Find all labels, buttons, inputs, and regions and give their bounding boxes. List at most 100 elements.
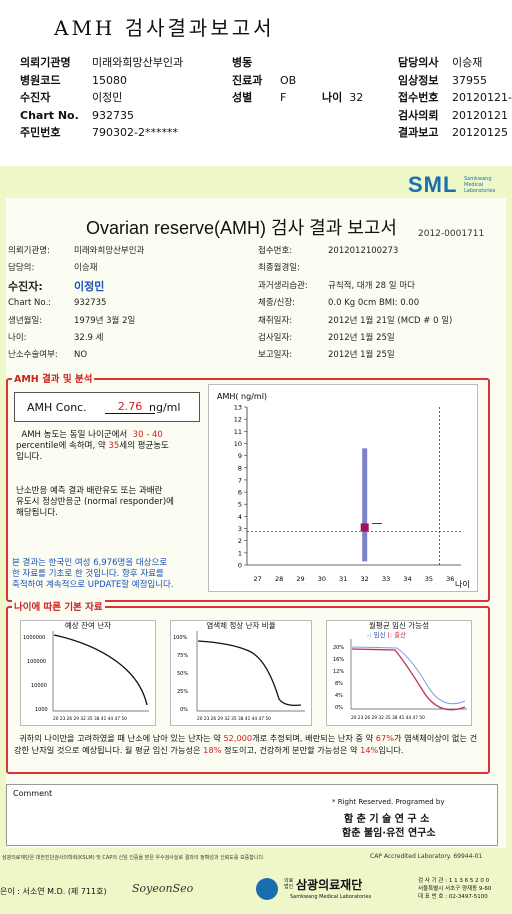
signature: SoyeonSeo bbox=[132, 882, 194, 895]
data-basis-note: 본 결과는 한국인 여성 6,976명을 대상으로 한 자료를 기초로 한 것입… bbox=[12, 558, 174, 590]
y-tick-label: 1 bbox=[238, 549, 242, 557]
patient-point bbox=[360, 523, 369, 532]
amh-percentile-text: AMH 농도는 동일 나이군에서 30 - 40 percentile에 속하며… bbox=[16, 430, 169, 462]
svg-text:4%: 4% bbox=[335, 693, 343, 699]
mini-chart-monthly-pregnancy: 월평균 임신 가능성 -: 임신 |: 출산 20% 16% 12% 8% 4%… bbox=[326, 620, 472, 726]
header-field: 결과보고 20120125 bbox=[398, 126, 508, 139]
comment-box: Comment bbox=[6, 784, 498, 846]
org-contact: 검 사 기 관 : 1 1 3 6 5 2 0 0 서울특별시 서초구 양재동 9… bbox=[418, 878, 492, 900]
comment-label: Comment bbox=[13, 789, 53, 798]
x-tick-label: 30 bbox=[318, 575, 326, 583]
svg-text:10000: 10000 bbox=[31, 683, 47, 689]
y-tick-label: 8 bbox=[238, 464, 242, 472]
amh-value: 2.76 bbox=[105, 400, 155, 414]
x-tick-label: 36 bbox=[446, 575, 454, 583]
x-tick-label: 33 bbox=[382, 575, 390, 583]
svg-text:25%: 25% bbox=[177, 689, 188, 695]
sml-logo-subtitle: Samkwang Medical Laboratories bbox=[464, 176, 496, 194]
y-tick-label: 0 bbox=[238, 562, 242, 570]
footer-accreditation: 삼광의료재단은 대한진단검사의학회(KSLM) 및 CAP의 신임 인증을 받은… bbox=[2, 855, 265, 861]
header-field: 임상정보 37955 bbox=[398, 73, 487, 87]
footer-cap: CAP Accredited Laboratory. 69944-01 bbox=[370, 853, 483, 860]
x-tick-label: 34 bbox=[403, 575, 411, 583]
header-field: 병원코드 15080 bbox=[20, 73, 127, 87]
svg-text:75%: 75% bbox=[177, 653, 188, 659]
age-reference-section bbox=[6, 606, 490, 774]
org-type: 의료법인 bbox=[284, 878, 294, 890]
org-name: 삼광의료재단 bbox=[296, 878, 363, 892]
institute-line-1: 함 춘 기 술 연 구 소 bbox=[344, 814, 430, 825]
svg-text:1000: 1000 bbox=[35, 707, 48, 713]
header-left-block: 의뢰기관명 미래와희망산부인과 병원코드 15080 수진자 이정민 Chart No… bbox=[20, 54, 183, 142]
org-name-en: Samkwang Medical Laboratories bbox=[290, 894, 372, 900]
svg-text:1000000: 1000000 bbox=[23, 635, 45, 641]
svg-text:20 23 26 29 32 35 38 41 44 47: 20 23 26 29 32 35 38 41 44 47 50 bbox=[53, 716, 127, 722]
x-tick-label: 35 bbox=[425, 575, 433, 583]
x-tick-label: 32 bbox=[361, 575, 369, 583]
amh-range-bar bbox=[362, 448, 368, 562]
svg-text:16%: 16% bbox=[333, 657, 344, 663]
svg-text:0%: 0% bbox=[180, 707, 188, 713]
svg-text:20%: 20% bbox=[333, 645, 344, 651]
svg-text:100000: 100000 bbox=[27, 659, 46, 665]
ovarian-response-text: 난소반응 예측 결과 배란유도 또는 과배란 유도시 정상반응군 (normal… bbox=[16, 486, 174, 518]
patient-info-right: 접수번호: 2012012100273 최종월경일: 과거생리습관: 규칙적, 대개… bbox=[258, 246, 453, 361]
header-field: 병동 bbox=[232, 56, 253, 69]
y-tick-label: 3 bbox=[238, 525, 242, 533]
amh-age-chart: AMH( ng/ml) 나이 0 1 2 3 4 5 6 7 8 9 10 11 12 13 27 28 29 3… bbox=[208, 384, 478, 592]
amh-chart-ylabel: AMH( ng/ml) bbox=[217, 392, 267, 401]
y-tick-label: 10 bbox=[234, 440, 242, 448]
svg-text:8%: 8% bbox=[335, 681, 343, 687]
header-field: 수진자 이정민 bbox=[20, 91, 123, 104]
x-tick-label: 31 bbox=[339, 575, 347, 583]
age-section-label: 나이에 따른 기본 자료 bbox=[12, 599, 105, 613]
amh-chart-xlabel: 나이 bbox=[455, 579, 470, 589]
sml-logo: SML bbox=[408, 172, 458, 197]
patient-info-left: 의뢰기관명: 미래와희망산부인과 담당의: 이승재 수진자: 이정민 Chart No… bbox=[8, 246, 145, 361]
mini-chart-normal-chromosome: 염색체 정상 난자 비율 100% 75% 50% 25% 0% 20 23 2… bbox=[170, 620, 312, 726]
header-field: Chart No. 932735 bbox=[20, 108, 134, 122]
y-tick-label: 7 bbox=[238, 476, 242, 484]
x-tick-label: 29 bbox=[296, 575, 304, 583]
y-tick-label: 13 bbox=[234, 404, 242, 412]
header-age: 나이 32 bbox=[322, 91, 364, 104]
report-title: Ovarian reserve(AMH) 검사 결과 보고서 bbox=[86, 218, 397, 238]
request-number: 2012-0001711 bbox=[418, 229, 485, 239]
header-middle-block: 병동 진료과 OB 성별 F bbox=[232, 54, 296, 107]
document-title: AMH 검사결과보고서 bbox=[54, 16, 275, 40]
amh-section-label: AMH 결과 및 분석 bbox=[12, 371, 95, 385]
legend: -: 임신 |: 출산 bbox=[367, 631, 407, 639]
y-tick-label: 6 bbox=[238, 489, 242, 497]
mini-chart-remaining-eggs: 예상 잔여 난자 1000000 100000 10000 1000 20 23… bbox=[20, 620, 156, 726]
svg-text:20 23 26 29 32 35 38 41 44 47: 20 23 26 29 32 35 38 41 44 47 50 bbox=[197, 716, 271, 722]
x-tick-label: 28 bbox=[275, 575, 283, 583]
header-field: 의뢰기관명 미래와희망산부인과 bbox=[20, 56, 184, 69]
header-field: 주민번호 790302-2****** bbox=[20, 126, 178, 139]
age-summary-text: 귀하의 나이만을 고려하였을 때 난소에 남아 있는 난자는 약 52,000개… bbox=[14, 733, 478, 755]
header-field: 성별 F bbox=[232, 91, 287, 104]
svg-text:50%: 50% bbox=[177, 671, 188, 677]
svg-text:12%: 12% bbox=[333, 669, 344, 675]
svg-text:20 23 26 29 32 35 38 41 44 47: 20 23 26 29 32 35 38 41 44 47 50 bbox=[351, 715, 425, 721]
director-name: 은이 : 서소연 M.D. (제 711호) bbox=[0, 887, 107, 896]
y-tick-label: 2 bbox=[238, 537, 242, 545]
svg-text:0%: 0% bbox=[335, 705, 343, 711]
x-tick-label: 27 bbox=[254, 575, 262, 583]
y-tick-label: 11 bbox=[234, 428, 242, 436]
svg-text:100%: 100% bbox=[173, 635, 188, 641]
y-tick-label: 9 bbox=[238, 452, 242, 460]
y-tick-label: 4 bbox=[238, 513, 242, 521]
org-logo-icon bbox=[256, 878, 278, 900]
institute-line-2: 함춘 불임·유전 연구소 bbox=[342, 828, 436, 839]
y-tick-label: 12 bbox=[234, 416, 242, 424]
header-field: 검사의뢰 20120121 bbox=[398, 108, 508, 122]
amh-concentration-box: AMH Conc. 2.76 ng/ml bbox=[14, 392, 200, 422]
header-field: 담당의사 이승재 bbox=[398, 56, 483, 69]
amh-result-section bbox=[6, 378, 490, 602]
rights-line: * Right Reserved. Programed by bbox=[332, 798, 445, 806]
y-tick-label: 5 bbox=[238, 501, 242, 509]
header-field: 진료과 OB bbox=[232, 73, 297, 87]
